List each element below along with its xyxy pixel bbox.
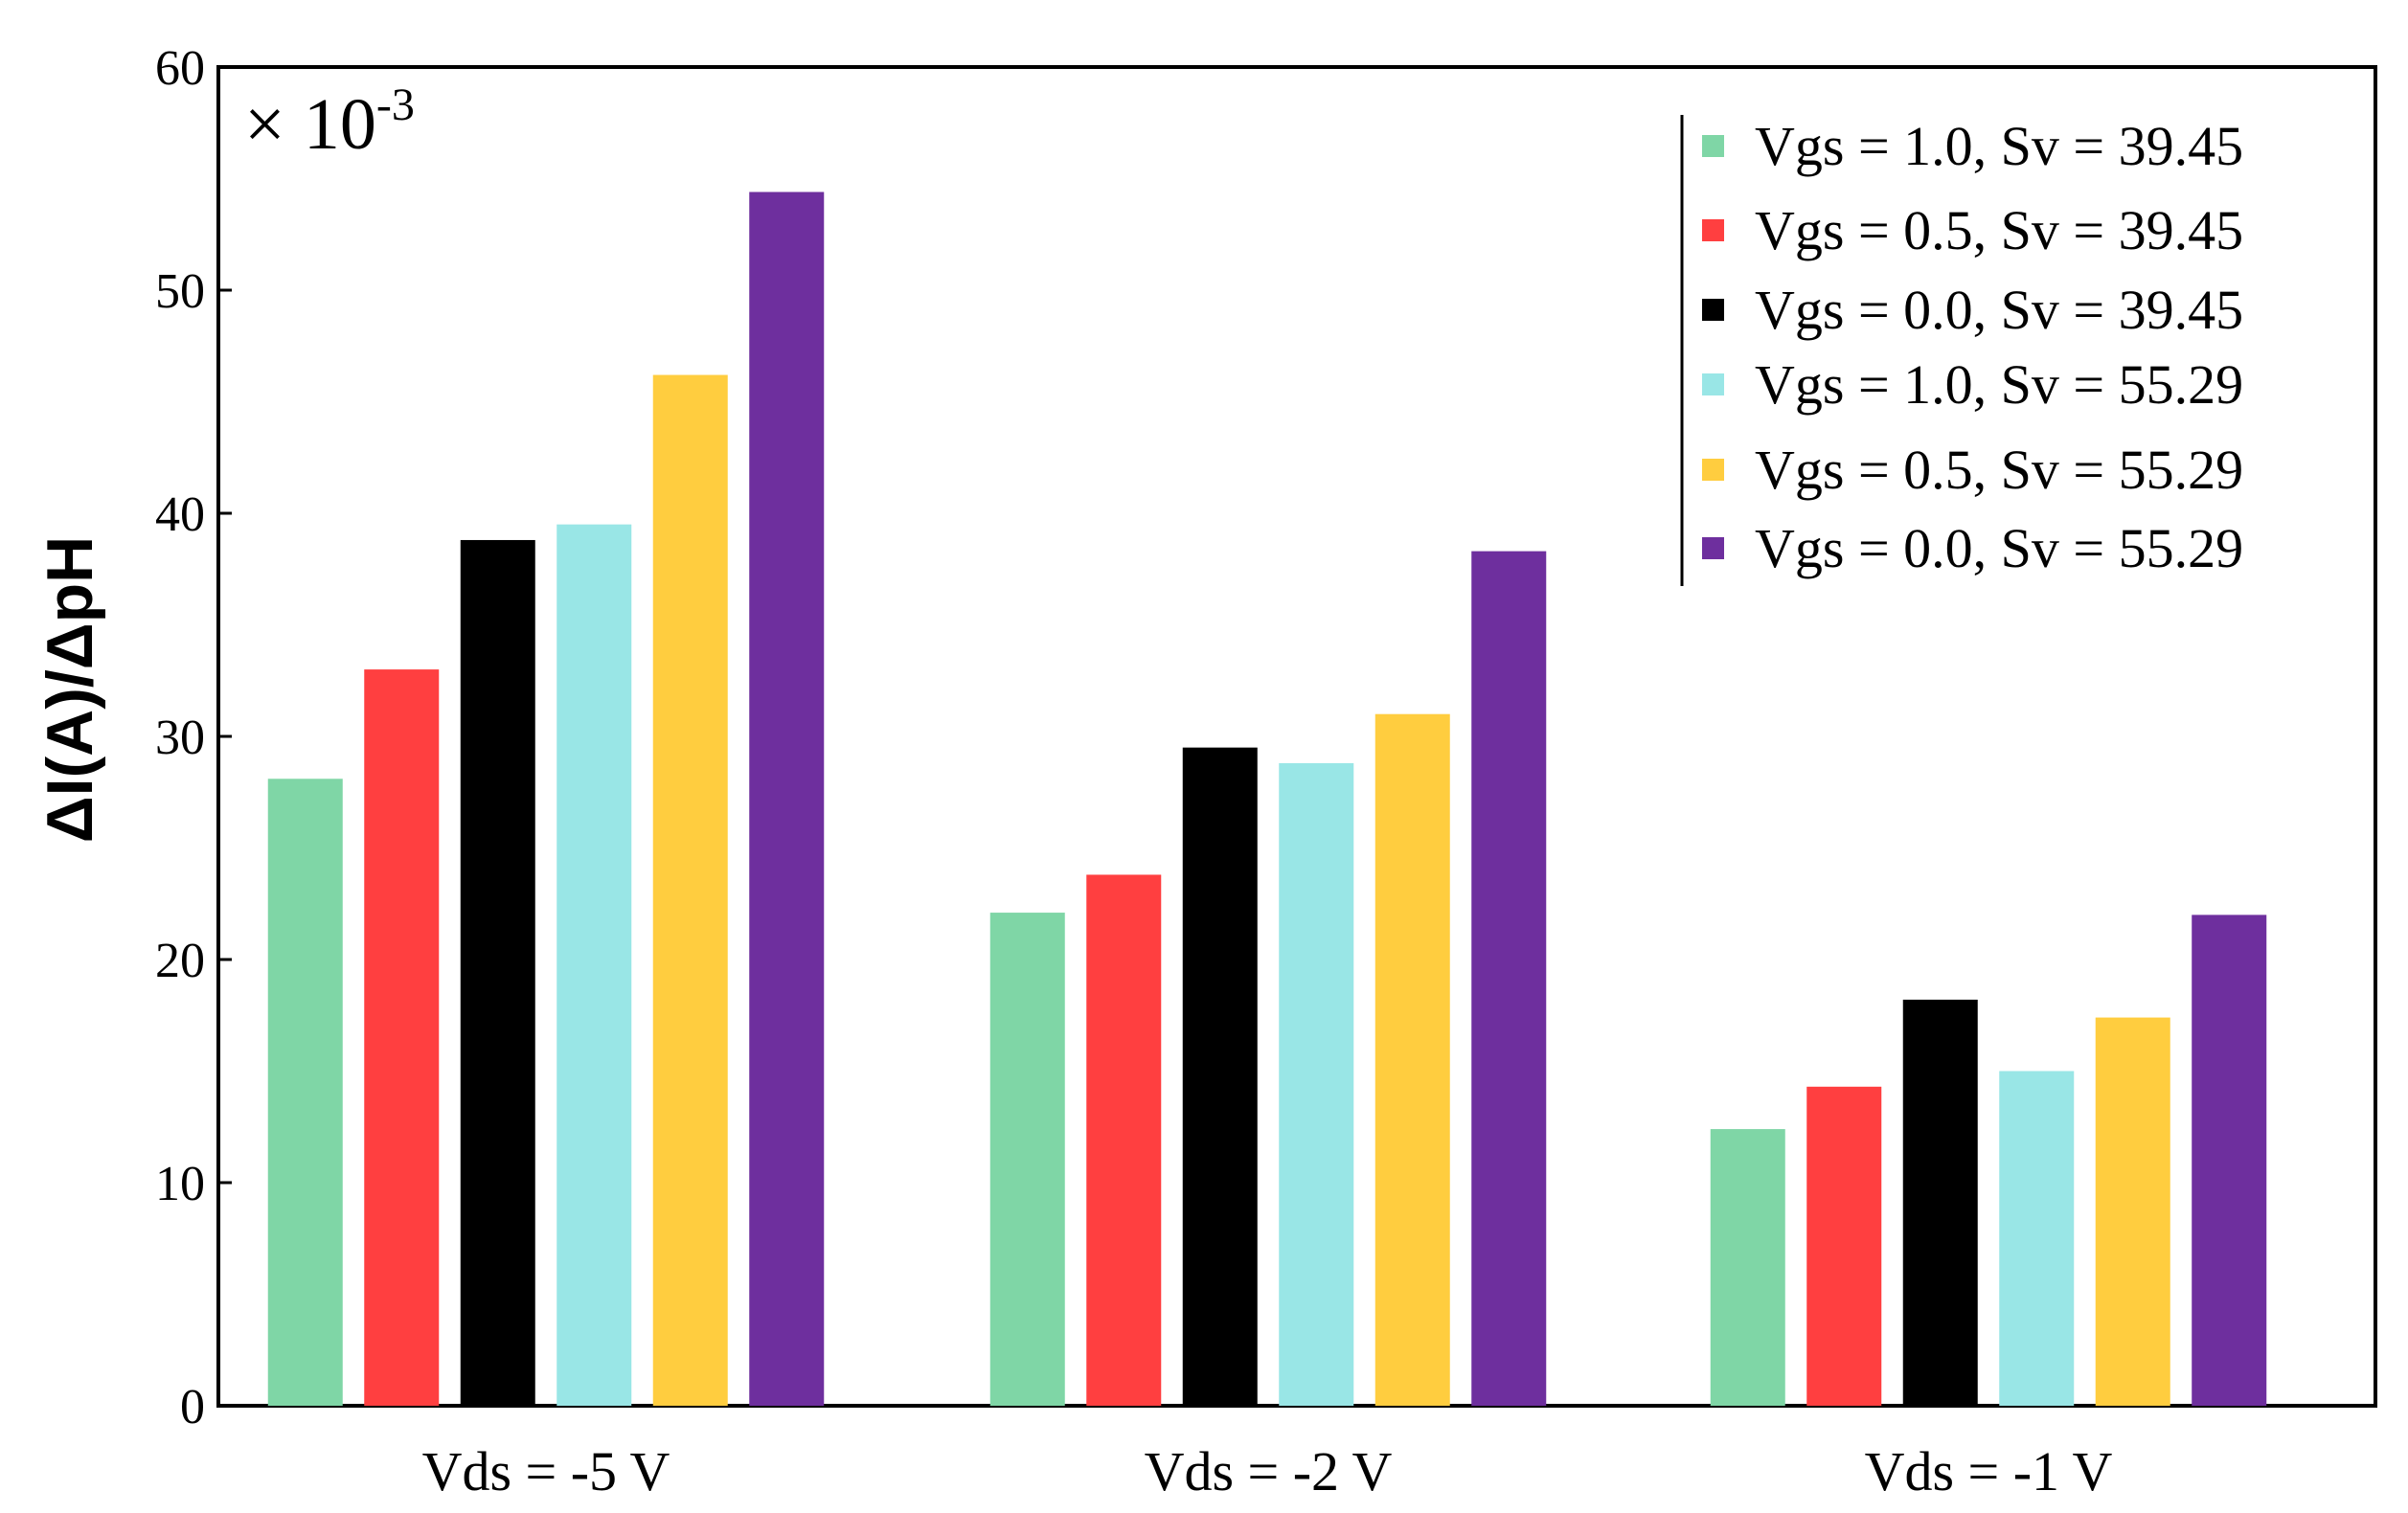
bar — [652, 374, 728, 1406]
legend-label: Vgs = 0.0, Sv = 55.29 — [1755, 517, 2243, 579]
axis-multiplier: × 10-3 — [244, 79, 415, 165]
bar — [1902, 999, 1978, 1406]
bar — [460, 539, 535, 1406]
legend-label: Vgs = 1.0, Sv = 55.29 — [1755, 353, 2243, 416]
bar — [1710, 1129, 1785, 1406]
legend-swatch — [1702, 219, 1724, 241]
y-tick-label: 20 — [155, 934, 205, 988]
legend-label: Vgs = 0.0, Sv = 39.45 — [1755, 279, 2243, 341]
x-category-label: Vds = -2 V — [1145, 1440, 1393, 1502]
x-category-label: Vds = -1 V — [1865, 1440, 2113, 1502]
x-category-label: Vds = -5 V — [422, 1440, 670, 1502]
multiplier-exponent: -3 — [376, 79, 415, 130]
bar — [2095, 1017, 2170, 1406]
bar — [1086, 874, 1162, 1406]
bar — [989, 913, 1065, 1406]
y-tick-label: 60 — [155, 41, 205, 96]
multiplier-base: × 10 — [244, 84, 376, 165]
y-tick-label: 30 — [155, 711, 205, 765]
x-axis-labels: Vds = -5 V Vds = -2 V Vds = -1 V — [422, 1440, 2113, 1502]
bars — [267, 192, 2267, 1407]
legend-swatch — [1702, 459, 1724, 481]
bar — [1806, 1086, 1882, 1406]
bar — [1999, 1071, 2075, 1406]
bar — [1374, 713, 1450, 1406]
legend-swatch — [1702, 373, 1724, 395]
legend-label: Vgs = 0.5, Sv = 39.45 — [1755, 199, 2243, 261]
y-tick-label: 10 — [155, 1157, 205, 1211]
y-tick-label: 40 — [155, 487, 205, 542]
legend-swatch — [1702, 135, 1724, 157]
legend-label: Vgs = 0.5, Sv = 55.29 — [1755, 439, 2243, 501]
legend-swatch — [1702, 537, 1724, 559]
bar — [557, 524, 632, 1406]
bar — [1182, 747, 1258, 1406]
bar — [364, 669, 440, 1406]
bar — [749, 192, 825, 1407]
legend: Vgs = 1.0, Sv = 39.45 Vgs = 0.5, Sv = 39.… — [1680, 115, 2243, 586]
legend-label: Vgs = 1.0, Sv = 39.45 — [1755, 115, 2243, 177]
bar — [2192, 915, 2267, 1406]
y-axis-title: ΔI(A)/ΔpH — [34, 536, 106, 844]
y-tick-label: 0 — [180, 1380, 205, 1434]
bar — [267, 779, 343, 1406]
bar — [1279, 762, 1354, 1406]
bar — [1471, 551, 1547, 1406]
legend-swatch — [1702, 299, 1724, 321]
y-axis-ticks: 0 10 20 30 40 50 60 — [155, 41, 232, 1434]
y-tick-label: 50 — [155, 264, 205, 319]
